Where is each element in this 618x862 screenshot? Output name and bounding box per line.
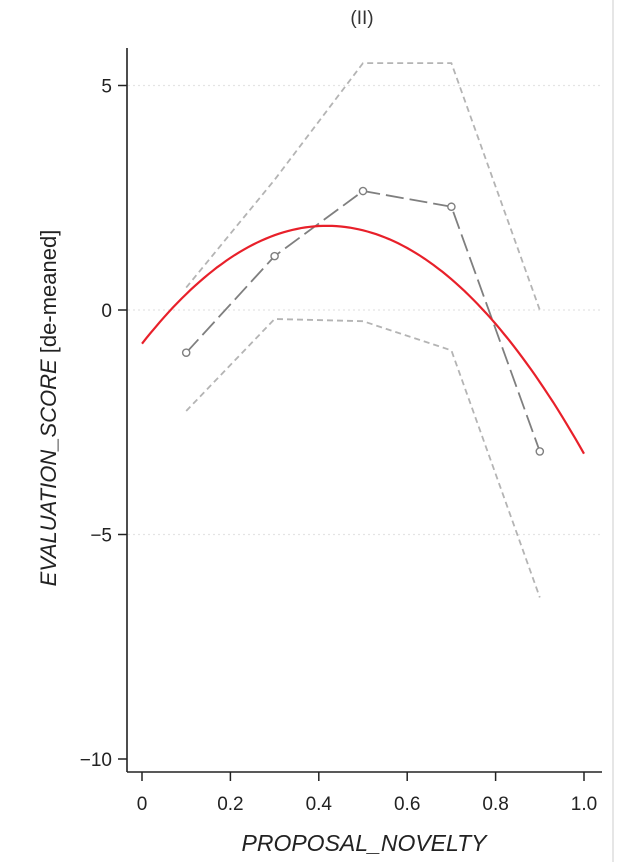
- y-tick-label: −10: [80, 750, 112, 771]
- panel-edge: [612, 0, 614, 862]
- data-point: [270, 251, 279, 261]
- data-point: [181, 348, 191, 357]
- x-tick-label: 0.6: [394, 794, 420, 815]
- y-axis-label-suffix: [de-meaned]: [36, 230, 61, 360]
- fit-curve: [141, 224, 585, 455]
- data-point: [447, 202, 456, 212]
- y-tick-label: 5: [101, 77, 112, 98]
- confidence-band-line: [185, 318, 541, 598]
- y-tick-label: 0: [101, 301, 112, 322]
- chart-title: (II): [350, 8, 373, 29]
- gridlines: [128, 84, 600, 536]
- x-tick-label: 0.2: [217, 794, 243, 815]
- x-tick-label: 0.8: [482, 794, 508, 815]
- y-ticks: 5 0 −5 −10: [80, 77, 127, 771]
- x-axis-label: PROPOSAL_NOVELTY: [242, 830, 489, 856]
- y-axis-label-main: EVALUATION_SCORE: [36, 359, 61, 586]
- data-point: [358, 186, 368, 196]
- confidence-band-line: [185, 62, 541, 311]
- x-tick-label: 0: [137, 794, 148, 815]
- x-ticks: 0 0.2 0.4 0.6 0.8 1.0: [137, 772, 597, 815]
- y-axis-label: EVALUATION_SCORE [de-meaned]: [36, 230, 61, 587]
- y-tick-label: −5: [90, 526, 112, 547]
- data-point: [535, 447, 545, 456]
- x-tick-label: 1.0: [571, 794, 597, 815]
- x-tick-label: 0.4: [306, 794, 333, 815]
- series-layer: [141, 62, 585, 598]
